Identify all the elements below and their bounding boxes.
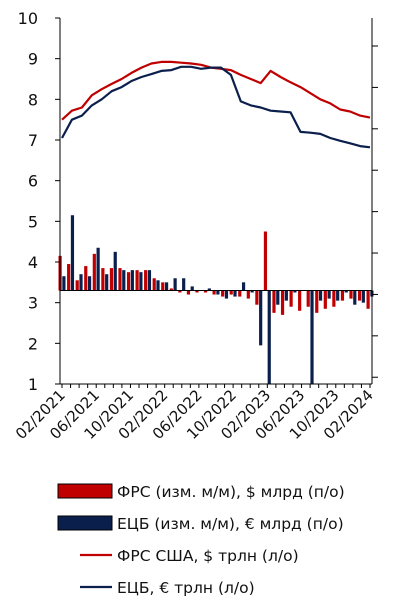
fed-total-line xyxy=(61,60,371,121)
ecb-change-bar xyxy=(224,290,229,299)
legend-label: ЕЦБ (изм. м/м), € млрд (п/о) xyxy=(117,515,344,533)
plot-area xyxy=(58,60,374,384)
fed-change-bar xyxy=(195,290,199,293)
ecb-change-bar xyxy=(62,276,66,291)
fed-change-bar xyxy=(272,290,276,313)
left-axis-tick-label: 4 xyxy=(28,253,38,272)
fed-change-bar xyxy=(186,290,191,295)
ecb-change-bar xyxy=(156,280,160,291)
fed-change-bar xyxy=(178,290,182,293)
fed-change-bar xyxy=(340,290,345,301)
ecb-change-bar xyxy=(130,270,134,291)
legend-label: ФРС (изм. м/м), $ млрд (п/о) xyxy=(117,483,345,501)
ecb-change-bar xyxy=(182,278,186,291)
fed-change-bar xyxy=(144,270,148,291)
ecb-change-bar xyxy=(344,290,348,293)
ecb-change-bar xyxy=(96,247,100,291)
fed-change-bar xyxy=(221,290,225,297)
legend-label: ЕЦБ, € трлн (л/о) xyxy=(117,579,255,597)
ecb-change-bar xyxy=(361,290,365,303)
legend-ecb-change-swatch xyxy=(57,515,113,531)
fed-change-bar xyxy=(67,264,71,291)
fed-change-bar xyxy=(75,280,79,291)
ecb-change-bar xyxy=(310,290,314,384)
left-axis-tick-label: 1 xyxy=(28,375,38,394)
left-axis-tick-label: 2 xyxy=(28,334,38,353)
ecb-change-bar xyxy=(327,290,331,299)
ecb-change-bar xyxy=(353,290,357,305)
ecb-change-bar xyxy=(241,282,246,291)
tick-labels: 1234567891002/202106/202110/202102/20220… xyxy=(12,9,377,443)
ecb-change-bar xyxy=(336,290,340,301)
ecb-change-bar xyxy=(293,290,297,293)
legend-label: ФРС США, $ трлн (л/о) xyxy=(117,547,299,565)
ecb-change-bar xyxy=(113,251,117,291)
fed-change-bar xyxy=(298,290,302,311)
fed-change-bar xyxy=(92,253,96,291)
ecb-change-bar xyxy=(87,276,92,291)
ecb-change-bar xyxy=(259,290,263,346)
fed-change-bar xyxy=(332,290,336,307)
axes xyxy=(55,17,378,388)
fed-change-bar xyxy=(323,290,327,309)
ecb-change-bar xyxy=(122,270,126,291)
ecb-change-bar xyxy=(70,215,75,291)
fed-change-bar xyxy=(349,290,353,299)
ecb-change-bar xyxy=(164,282,169,291)
ecb-change-bar xyxy=(233,290,237,297)
ecb-change-bar xyxy=(207,288,211,291)
fed-change-bar xyxy=(263,231,268,291)
left-axis-tick-label: 7 xyxy=(28,131,38,150)
fed-change-bar xyxy=(126,272,131,291)
fed-change-bar xyxy=(255,290,259,305)
fed-change-bar xyxy=(238,290,242,297)
ecb-change-bar xyxy=(173,278,177,291)
ecb-change-bar xyxy=(105,274,109,291)
fed-change-bar xyxy=(84,266,88,291)
ecb-change-bar xyxy=(276,290,280,305)
left-axis-tick-label: 3 xyxy=(28,294,38,313)
ecb-change-bar xyxy=(284,290,288,301)
fed-change-bar xyxy=(118,268,122,291)
fed-change-bar xyxy=(366,290,370,309)
fed-change-bar xyxy=(135,270,139,291)
left-axis-tick-label: 10 xyxy=(18,9,38,28)
left-axis-tick-label: 6 xyxy=(28,172,38,191)
fed-change-bar xyxy=(306,290,310,307)
fed-change-bar xyxy=(152,278,156,291)
fed-change-bar xyxy=(161,282,165,291)
ecb-change-bar xyxy=(79,274,83,291)
fed-change-bar xyxy=(101,268,105,291)
legend-fed-change-swatch xyxy=(57,483,113,499)
ecb-change-bar xyxy=(318,290,323,301)
left-axis-tick-label: 5 xyxy=(28,212,38,231)
ecb-change-bar xyxy=(147,270,152,291)
legend: ФРС (изм. м/м), $ млрд (п/о) ЕЦБ (изм. м/… xyxy=(57,483,345,597)
fed-change-bar xyxy=(169,288,173,291)
fed-change-bar xyxy=(109,268,114,291)
fed-change-bar xyxy=(246,290,250,299)
fed-change-bar xyxy=(229,290,233,295)
ecb-change-bar xyxy=(216,290,220,295)
left-axis-tick-label: 8 xyxy=(28,90,38,109)
left-axis-tick-label: 9 xyxy=(28,50,38,69)
fed-change-bar xyxy=(212,290,216,295)
fed-change-bar xyxy=(315,290,319,313)
ecb-change-bar xyxy=(139,272,143,291)
fed-change-bar xyxy=(280,290,285,315)
ecb-change-bar xyxy=(190,286,194,291)
ecb-change-bar xyxy=(250,290,254,293)
fed-change-bar xyxy=(289,290,293,307)
fed-change-bar xyxy=(203,290,208,293)
fed-change-bar xyxy=(357,290,362,301)
ecb-total-line xyxy=(61,65,371,149)
ecb-change-bar xyxy=(267,290,271,384)
